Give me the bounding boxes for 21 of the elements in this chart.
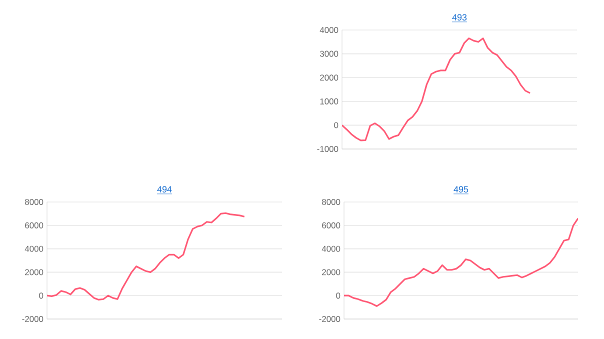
y-tick-label: 8000 — [322, 199, 340, 205]
y-tick-label: 0 — [334, 122, 338, 128]
y-tick-label: 0 — [39, 292, 44, 299]
y-tick-label: -2000 — [22, 316, 44, 322]
y-tick-label: 0 — [336, 292, 340, 299]
y-tick-label: 6000 — [25, 222, 44, 228]
chart-title: 495 — [454, 186, 468, 193]
y-tick-label: 1000 — [320, 98, 338, 104]
y-tick-label: 2000 — [320, 74, 338, 81]
chart-title: 494 — [157, 186, 172, 193]
y-tick-label: 8000 — [25, 199, 44, 205]
y-tick-label: 4000 — [322, 246, 340, 252]
y-tick-label: 2000 — [322, 269, 340, 276]
y-tick-label: -1000 — [317, 146, 338, 152]
y-tick-label: 6000 — [322, 222, 340, 228]
chart-title: 493 — [452, 14, 467, 21]
y-tick-label: 4000 — [320, 27, 338, 33]
y-tick-label: 3000 — [320, 50, 338, 57]
y-tick-label: 4000 — [24, 246, 44, 252]
y-tick-label: -2000 — [319, 316, 340, 322]
y-tick-label: 2000 — [25, 269, 44, 276]
